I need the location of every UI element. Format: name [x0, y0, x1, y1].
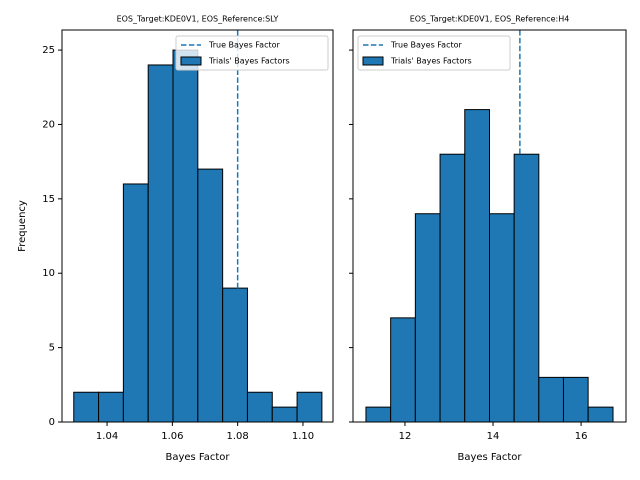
legend-swatch — [362, 56, 384, 66]
x-tick-label: 1.10 — [292, 431, 314, 442]
x-tick-label: 1.08 — [227, 431, 249, 442]
legend-box — [175, 35, 329, 71]
legend-swatch — [180, 56, 202, 66]
chart-title: EOS_Target:KDE0V1, EOS_Reference:H4 — [410, 15, 570, 24]
axes-frame — [61, 29, 334, 423]
bar — [246, 391, 273, 423]
y-tick-label: 25 — [42, 45, 55, 56]
bar — [296, 391, 323, 423]
x-tick-label: 16 — [575, 431, 588, 442]
x-tick-label: 1.06 — [161, 431, 183, 442]
x-tick-label: 14 — [487, 431, 500, 442]
axes-frame — [352, 29, 627, 423]
bar — [98, 391, 124, 423]
legend-label: Trials' Bayes Factors — [208, 57, 290, 66]
x-axis-label: Bayes Factor — [165, 452, 230, 463]
legend-label: True Bayes Factor — [208, 41, 280, 50]
bar — [271, 406, 298, 423]
bar — [587, 406, 614, 423]
bar — [464, 109, 491, 423]
y-tick-label: 0 — [49, 417, 55, 428]
bar — [538, 376, 564, 423]
legend-box — [357, 35, 511, 71]
bar — [365, 406, 392, 423]
y-tick-label: 5 — [49, 343, 55, 354]
legend-label: Trials' Bayes Factors — [390, 57, 472, 66]
y-tick-label: 10 — [42, 268, 55, 279]
bar — [73, 391, 100, 423]
x-axis-label: Bayes Factor — [457, 452, 522, 463]
y-tick-label: 20 — [42, 119, 55, 130]
bar — [197, 168, 224, 423]
legend-label: True Bayes Factor — [390, 41, 462, 50]
bar — [414, 213, 441, 423]
y-tick-label: 15 — [42, 194, 55, 205]
x-tick-label: 12 — [399, 431, 412, 442]
bar — [147, 64, 174, 423]
bar — [439, 153, 466, 423]
bar — [513, 153, 540, 423]
bar — [562, 376, 589, 423]
bar — [489, 213, 515, 423]
bar — [222, 287, 248, 423]
x-tick-label: 1.04 — [96, 431, 118, 442]
bar — [172, 49, 199, 423]
bar — [122, 183, 149, 423]
chart-title: EOS_Target:KDE0V1, EOS_Reference:SLY — [117, 15, 279, 24]
y-axis-label: Frequency — [17, 200, 28, 252]
bar — [390, 317, 416, 423]
